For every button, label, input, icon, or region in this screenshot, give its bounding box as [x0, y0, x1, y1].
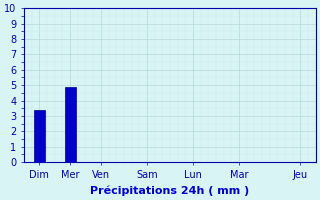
X-axis label: Précipitations 24h ( mm ): Précipitations 24h ( mm ) [90, 185, 250, 196]
Bar [65, 87, 76, 162]
Bar [34, 110, 45, 162]
